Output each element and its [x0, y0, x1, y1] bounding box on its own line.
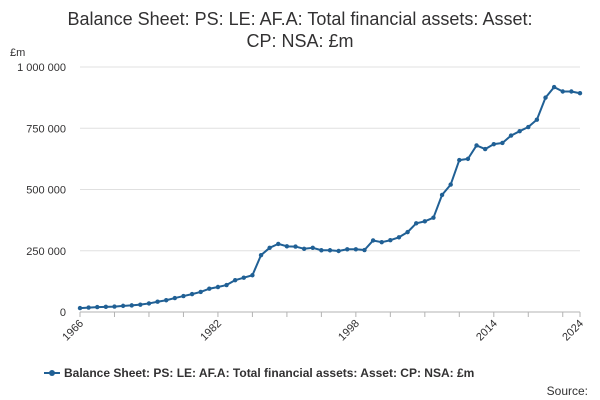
- legend-line-marker-icon: [44, 368, 60, 378]
- data-point[interactable]: [482, 146, 488, 152]
- data-point[interactable]: [207, 286, 212, 291]
- data-point[interactable]: [103, 304, 109, 310]
- data-point[interactable]: [370, 238, 376, 243]
- data-point[interactable]: [336, 248, 341, 254]
- data-point[interactable]: [232, 277, 238, 283]
- data-point[interactable]: [284, 244, 290, 249]
- data-point[interactable]: [439, 192, 445, 198]
- data-point[interactable]: [146, 301, 152, 306]
- data-point[interactable]: [310, 245, 315, 251]
- data-point[interactable]: [95, 304, 100, 310]
- data-point[interactable]: [517, 128, 522, 134]
- chart-title-line-2: CP: NSA: £m: [246, 31, 354, 51]
- source-label: Source:: [546, 384, 588, 398]
- data-point[interactable]: [198, 289, 203, 295]
- x-tick-label: 2024: [560, 318, 586, 344]
- y-axis-tick-labels: 0 250 000 500 000 750 000 1 000 000: [17, 62, 66, 319]
- data-point[interactable]: [181, 293, 186, 299]
- data-point[interactable]: [164, 298, 169, 303]
- data-point[interactable]: [543, 95, 548, 100]
- data-point[interactable]: [155, 299, 160, 304]
- data-point[interactable]: [388, 238, 393, 243]
- x-axis: [79, 311, 581, 317]
- data-point[interactable]: [551, 84, 557, 90]
- data-point[interactable]: [345, 247, 350, 252]
- data-point[interactable]: [276, 241, 281, 247]
- data-point[interactable]: [569, 89, 574, 94]
- data-point[interactable]: [534, 117, 540, 122]
- data-point[interactable]: [224, 282, 229, 288]
- y-axis-unit-label: £m: [10, 47, 25, 59]
- data-point[interactable]: [86, 305, 91, 310]
- data-point[interactable]: [250, 273, 255, 278]
- data-point[interactable]: [112, 304, 117, 309]
- data-point[interactable]: [241, 275, 246, 280]
- data-point[interactable]: [129, 303, 134, 308]
- data-point[interactable]: [508, 133, 514, 138]
- y-tick-label: 1 000 000: [17, 62, 66, 74]
- data-point[interactable]: [379, 239, 384, 245]
- data-point[interactable]: [77, 305, 83, 311]
- data-point[interactable]: [267, 245, 272, 251]
- data-point[interactable]: [120, 303, 126, 309]
- data-point[interactable]: [301, 246, 307, 251]
- y-tick-label: 750 000: [26, 123, 66, 135]
- y-tick-label: 500 000: [26, 185, 66, 197]
- data-point[interactable]: [405, 229, 410, 235]
- data-point[interactable]: [293, 244, 298, 249]
- legend-series-label: Balance Sheet: PS: LE: AF.A: Total finan…: [64, 366, 475, 380]
- data-point[interactable]: [422, 219, 428, 224]
- data-point[interactable]: [500, 140, 505, 146]
- data-point[interactable]: [258, 252, 264, 258]
- data-series: [77, 84, 583, 311]
- data-point[interactable]: [353, 247, 359, 252]
- gridlines: [80, 66, 580, 252]
- data-point[interactable]: [474, 143, 479, 148]
- data-point[interactable]: [431, 215, 436, 220]
- data-point[interactable]: [414, 221, 419, 226]
- data-point[interactable]: [327, 248, 333, 253]
- data-point[interactable]: [319, 248, 324, 253]
- data-point[interactable]: [189, 291, 195, 297]
- data-point[interactable]: [448, 182, 453, 187]
- chart-title: Balance Sheet: PS: LE: AF.A: Total finan…: [0, 8, 600, 52]
- x-tick-label: 2014: [474, 318, 500, 344]
- y-tick-label: 250 000: [26, 246, 66, 258]
- x-axis-tick-labels: 1966 1982 1998 2014 2024: [60, 318, 586, 344]
- x-tick-label: 1982: [198, 318, 224, 344]
- y-tick-label: 0: [60, 307, 66, 319]
- data-point[interactable]: [396, 235, 402, 240]
- series-line: [79, 86, 581, 310]
- data-point[interactable]: [215, 284, 221, 290]
- data-point[interactable]: [577, 91, 583, 96]
- data-point[interactable]: [491, 141, 496, 147]
- data-point[interactable]: [465, 156, 471, 162]
- data-point[interactable]: [526, 124, 531, 130]
- x-tick-label: 1966: [60, 318, 86, 344]
- data-point[interactable]: [560, 89, 565, 94]
- data-point[interactable]: [457, 157, 462, 163]
- legend[interactable]: Balance Sheet: PS: LE: AF.A: Total finan…: [44, 366, 474, 380]
- data-point[interactable]: [138, 302, 143, 307]
- chart-title-line-1: Balance Sheet: PS: LE: AF.A: Total finan…: [67, 9, 533, 29]
- data-point[interactable]: [172, 295, 178, 301]
- data-point[interactable]: [362, 247, 367, 253]
- x-tick-label: 1998: [336, 318, 362, 344]
